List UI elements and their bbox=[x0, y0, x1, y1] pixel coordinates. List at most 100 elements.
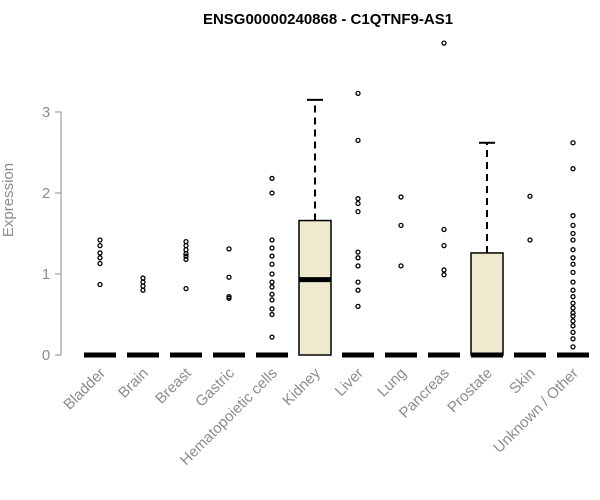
x-tick-label: Liver bbox=[332, 365, 367, 400]
outlier-point bbox=[570, 213, 576, 219]
outlier-point bbox=[269, 311, 275, 318]
boxes-layer bbox=[84, 40, 589, 358]
box bbox=[470, 252, 504, 356]
outlier-point bbox=[441, 267, 447, 273]
outlier-point bbox=[269, 334, 275, 340]
box bbox=[298, 219, 332, 356]
outlier-point bbox=[398, 263, 404, 269]
x-tick-label: Prostate bbox=[444, 365, 496, 417]
outlier-point bbox=[570, 323, 576, 329]
outlier-point bbox=[355, 137, 361, 144]
x-tick-label: Kidney bbox=[279, 364, 324, 409]
outlier-point bbox=[226, 294, 232, 300]
y-tick-label: 0 bbox=[42, 347, 50, 364]
outlier-point bbox=[269, 253, 275, 259]
box-group-prostate bbox=[470, 141, 504, 358]
outlier-point bbox=[570, 261, 576, 267]
outlier-point bbox=[441, 272, 447, 278]
outlier-point bbox=[97, 260, 103, 267]
outlier-point bbox=[355, 255, 361, 261]
outlier-point bbox=[441, 226, 447, 233]
outlier-point bbox=[140, 287, 146, 293]
outlier-point bbox=[570, 313, 576, 319]
outlier-point bbox=[355, 279, 361, 285]
y-tick-label: 3 bbox=[42, 104, 50, 121]
outlier-point bbox=[355, 249, 361, 255]
outlier-point bbox=[269, 271, 275, 277]
outlier-point bbox=[355, 196, 361, 202]
outlier-point bbox=[269, 245, 275, 251]
outlier-point bbox=[269, 261, 275, 267]
outlier-point bbox=[441, 40, 447, 46]
outlier-point bbox=[570, 255, 576, 261]
outlier-point bbox=[570, 294, 576, 300]
outlier-point bbox=[226, 246, 232, 252]
outlier-point bbox=[570, 336, 576, 342]
outlier-point bbox=[527, 193, 533, 199]
outlier-point bbox=[269, 175, 275, 182]
x-tick-label: Breast bbox=[152, 364, 195, 407]
outlier-point bbox=[570, 222, 576, 229]
box-group-skin bbox=[514, 193, 546, 358]
outlier-point bbox=[97, 255, 103, 261]
outlier-point bbox=[97, 281, 103, 288]
outlier-point bbox=[183, 238, 189, 245]
y-tick-label: 2 bbox=[42, 185, 50, 202]
outlier-point bbox=[570, 247, 576, 253]
y-axis-label: Expression bbox=[0, 163, 17, 237]
outlier-point bbox=[355, 200, 361, 207]
outlier-point bbox=[570, 310, 576, 316]
chart-title: ENSG00000240868 - C1QTNF9-AS1 bbox=[203, 11, 453, 28]
outlier-point bbox=[355, 208, 361, 215]
outlier-point bbox=[398, 222, 404, 229]
outlier-point bbox=[269, 279, 275, 285]
outlier-point bbox=[570, 269, 576, 276]
box-group-kidney bbox=[298, 98, 332, 356]
outlier-point bbox=[183, 247, 189, 253]
outlier-point bbox=[269, 291, 275, 297]
outlier-point bbox=[269, 237, 275, 243]
outlier-point bbox=[140, 279, 146, 285]
box-group-liver bbox=[342, 90, 374, 358]
outlier-point bbox=[441, 242, 447, 249]
x-tick-label: Brain bbox=[115, 365, 152, 402]
outlier-point bbox=[183, 256, 189, 263]
outlier-point bbox=[570, 344, 576, 350]
outlier-point bbox=[570, 305, 576, 311]
outlier-point bbox=[183, 253, 189, 259]
outlier-point bbox=[570, 300, 576, 306]
box-group-hematopoietic-cells bbox=[256, 175, 288, 358]
outlier-point bbox=[183, 285, 189, 292]
y-axis: 0 1 2 3 bbox=[42, 104, 62, 364]
outlier-point bbox=[355, 287, 361, 293]
outlier-point bbox=[570, 230, 576, 237]
y-tick-label: 1 bbox=[42, 266, 50, 283]
outlier-point bbox=[97, 237, 103, 243]
outlier-point bbox=[570, 279, 576, 285]
box-group-gastric bbox=[213, 246, 245, 358]
outlier-point bbox=[97, 250, 103, 256]
outlier-point bbox=[355, 303, 361, 310]
x-tick-label: Skin bbox=[506, 365, 539, 398]
outlier-point bbox=[527, 237, 533, 243]
box-group-breast bbox=[170, 238, 202, 358]
outlier-point bbox=[269, 190, 275, 196]
outlier-point bbox=[140, 275, 146, 281]
box-group-pancreas bbox=[428, 40, 460, 358]
outlier-point bbox=[269, 284, 275, 290]
outlier-point bbox=[570, 140, 576, 146]
outlier-point bbox=[570, 166, 576, 172]
outlier-point bbox=[570, 329, 576, 335]
outlier-point bbox=[570, 287, 576, 293]
outlier-point bbox=[355, 90, 361, 97]
outlier-point bbox=[226, 274, 232, 280]
x-tick-label: Bladder bbox=[60, 365, 109, 414]
outlier-point bbox=[398, 194, 404, 200]
outlier-point bbox=[269, 306, 275, 312]
outlier-point bbox=[355, 263, 361, 269]
outlier-point bbox=[570, 318, 576, 324]
box-group-unknown-other bbox=[557, 140, 589, 358]
outlier-point bbox=[97, 242, 103, 249]
